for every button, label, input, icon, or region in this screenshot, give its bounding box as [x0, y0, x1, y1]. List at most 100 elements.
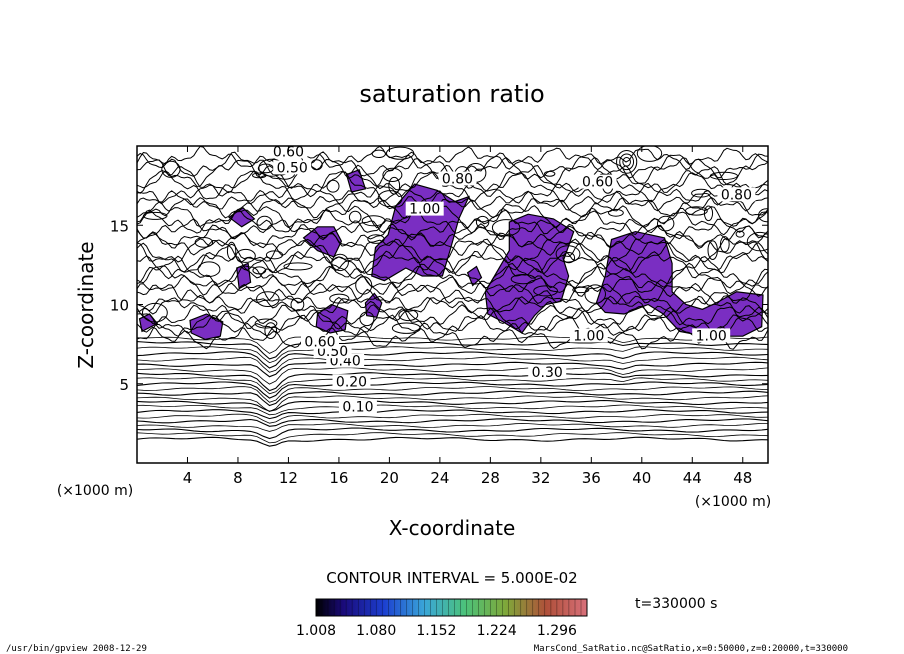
contour-line [137, 423, 768, 432]
contour-loop [691, 188, 711, 198]
x-tick-label: 16 [329, 469, 348, 487]
contour-line [137, 413, 768, 424]
contour-loop [555, 245, 581, 263]
contour-line [137, 395, 768, 413]
filled-regions [138, 169, 764, 341]
supersaturated-region [302, 226, 343, 258]
contour-label-bg [301, 334, 339, 349]
contour-label-bg [338, 399, 377, 414]
x-tick-label: 32 [531, 469, 550, 487]
contour-loop [290, 297, 305, 312]
contour-line [137, 404, 768, 416]
contour-loop [391, 322, 421, 334]
contour-label-bg [692, 328, 731, 343]
contour-line [137, 409, 768, 420]
contour-label: 0.30 [532, 365, 563, 381]
colorbar-label: 1.008 [296, 623, 336, 639]
supersaturated-region [228, 207, 256, 228]
contour-label: 0.20 [336, 374, 367, 390]
contour-line [137, 304, 768, 326]
x-tick-label: 8 [233, 469, 243, 487]
x-tick-label: 28 [481, 469, 500, 487]
contour-label: 0.80 [721, 187, 752, 203]
contour-line [137, 418, 768, 427]
contour-line [137, 208, 768, 236]
contour-loop [707, 240, 718, 260]
x-unit-right: (×1000 m) [695, 494, 771, 510]
contour-label-bg [528, 364, 567, 379]
contour-line [137, 314, 768, 344]
contour-line [137, 282, 768, 305]
contour-loop [367, 234, 385, 244]
contour-line [137, 361, 768, 378]
supersaturated-region [189, 313, 224, 341]
y-axis: 5 10 15 [110, 217, 768, 394]
colorbar-label: 1.080 [356, 623, 396, 639]
contour-loop [619, 153, 635, 171]
contour-loop [758, 208, 768, 223]
contour-loop [572, 286, 590, 294]
contour-loop [142, 211, 168, 220]
contour-line [137, 164, 768, 194]
contour-labels: 0.100.200.300.400.500.60 1.00 1.000.600.50… [269, 144, 756, 416]
contour-label: 1.00 [409, 202, 440, 218]
contour-line [137, 295, 768, 320]
contour-loop [264, 322, 278, 340]
footer-left: /usr/bin/gpview 2008-12-29 [6, 644, 147, 654]
contour-label: 1.00 [573, 328, 604, 344]
colorbar-labels: 1.008 1.080 1.152 1.224 1.296 [296, 623, 577, 639]
contour-line [137, 255, 768, 289]
contour-line [137, 170, 768, 203]
contour-label: 0.80 [442, 172, 473, 188]
x-tick-label: 24 [430, 469, 449, 487]
chart-title: saturation ratio [359, 80, 544, 108]
contour-loop [348, 210, 362, 224]
contour-loop [226, 241, 237, 261]
contour-loop [252, 266, 267, 275]
contour-loop [491, 219, 521, 237]
x-axis: 4 8 12 16 20 24 28 32 36 40 44 48 [183, 146, 752, 487]
contour-loop [265, 250, 284, 260]
y-axis-title: Z-coordinate [74, 241, 98, 368]
contour-label-bg [717, 187, 756, 202]
contour-loop [608, 208, 624, 217]
contour-loop [371, 149, 386, 159]
contour-loop [235, 248, 256, 263]
colorbar-label: 1.296 [537, 623, 577, 639]
contour-line [137, 346, 768, 364]
contour-loop [735, 230, 745, 238]
contour-label-bg [578, 174, 617, 189]
contour-label: 0.10 [342, 400, 373, 416]
contour-label: 0.50 [277, 160, 308, 176]
contour-line [137, 432, 768, 444]
x-tick-label: 44 [683, 469, 702, 487]
contour-loop [331, 253, 349, 272]
contour-loop [584, 284, 607, 304]
contour-loop [475, 215, 490, 229]
contour-loop [685, 206, 708, 216]
contour-loop [251, 172, 267, 179]
contour-label-bg [569, 328, 608, 343]
contour-loop [388, 176, 401, 195]
contour-line [137, 335, 768, 354]
contour-label-bg [273, 160, 312, 175]
plot-area [137, 146, 768, 447]
x-tick-label: 12 [279, 469, 298, 487]
contour-line [137, 390, 768, 407]
x-unit-left: (×1000 m) [57, 483, 133, 499]
contour-lines [137, 146, 768, 447]
contour-line [137, 381, 768, 399]
contour-line [137, 189, 768, 212]
contour-loop [382, 167, 403, 182]
contour-line [137, 351, 768, 369]
colorbar [315, 598, 588, 617]
contour-line [137, 436, 768, 447]
x-tick-label: 36 [582, 469, 601, 487]
contour-loop [657, 215, 675, 232]
contour-loop [510, 274, 536, 285]
x-tick-label: 4 [183, 469, 193, 487]
contour-line [137, 427, 768, 440]
contour-line [137, 372, 768, 392]
y-tick-label: 15 [110, 217, 129, 235]
contour-line [137, 309, 768, 334]
